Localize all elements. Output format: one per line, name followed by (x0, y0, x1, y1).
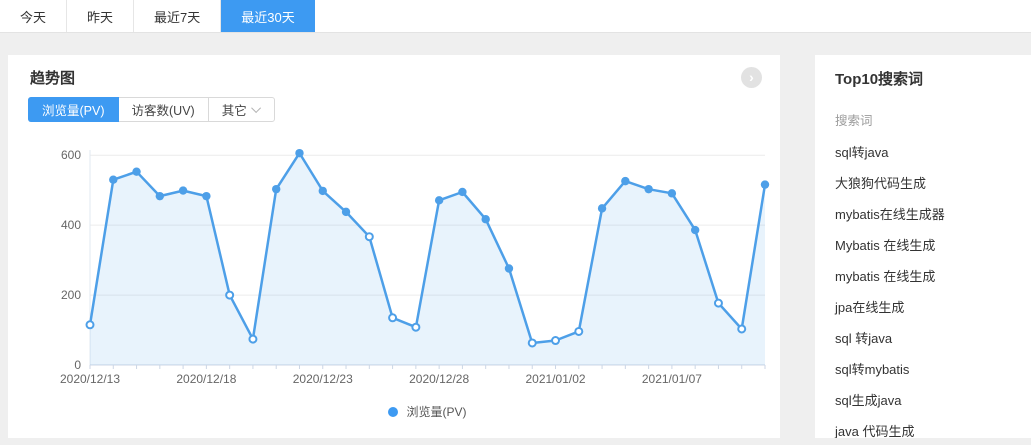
search-term-list: sql转java 大狼狗代码生成 mybatis在线生成器 Mybatis 在线生成 m… (835, 137, 1031, 438)
top10-search-panel: Top10搜索词 搜索词 sql转java 大狼狗代码生成 mybatis在线生成器… (815, 55, 1031, 438)
search-term-item: java 代码生成 (835, 424, 915, 438)
top-tab-2[interactable]: 昨天 (67, 0, 135, 32)
expand-arrow-button[interactable]: › (741, 67, 762, 88)
search-term-item: sql 转java (835, 331, 893, 346)
svg-text:2020/12/23: 2020/12/23 (293, 372, 353, 386)
top-tab-1[interactable]: 今天 (0, 0, 68, 32)
search-column-header: 搜索词 (835, 114, 873, 128)
svg-text:600: 600 (61, 148, 81, 162)
svg-text:2020/12/18: 2020/12/18 (176, 372, 236, 386)
trend-line-chart: 0 200 400 600 2020/12/13 2020/12/18 2020/12/23… (60, 148, 770, 386)
trend-card-title: 趋势图 (30, 70, 76, 87)
search-term-item: sql生成java (835, 393, 902, 408)
trend-chart-card: 趋势图 › 浏览量(PV) 访客数(UV) 其它 0 200 400 600 2020/12… (8, 55, 780, 438)
metric-tab-1[interactable]: 浏览量(PV) (28, 97, 119, 122)
svg-text:2020/12/13: 2020/12/13 (60, 372, 120, 386)
chart-legend[interactable]: 浏览量(PV) (90, 403, 765, 420)
search-term-item: sql转mybatis (835, 362, 910, 377)
chevron-down-icon (250, 103, 261, 114)
search-term-item: Mybatis 在线生成 (835, 238, 936, 253)
svg-text:2020/12/28: 2020/12/28 (409, 372, 469, 386)
chevron-right-icon: › (749, 69, 754, 85)
svg-text:200: 200 (61, 288, 81, 302)
metric-tab-label: 浏览量(PV) (42, 104, 105, 118)
metric-tab-2[interactable]: 访客数(UV) (119, 98, 209, 121)
legend-dot-icon (388, 406, 399, 417)
svg-text:400: 400 (61, 218, 81, 232)
search-term-item: mybatis 在线生成 (835, 269, 936, 284)
search-term-item: 大狼狗代码生成 (835, 176, 927, 191)
search-term-item: jpa在线生成 (835, 300, 905, 315)
date-range-tab-bar: 今天 昨天 最近7天 最近30天 (0, 0, 1031, 33)
svg-text:2021/01/07: 2021/01/07 (642, 372, 702, 386)
top-tab-4[interactable]: 最近30天 (221, 0, 315, 32)
search-panel-title: Top10搜索词 (835, 71, 924, 88)
metric-tab-label: 其它 (221, 104, 247, 118)
metric-tab-group: 浏览量(PV) 访客数(UV) 其它 (28, 97, 275, 122)
svg-text:2021/01/02: 2021/01/02 (525, 372, 585, 386)
metric-tab-label: 访客数(UV) (131, 104, 195, 118)
search-term-item: sql转java (835, 145, 889, 160)
svg-text:0: 0 (74, 358, 81, 372)
legend-label: 浏览量(PV) (406, 405, 467, 419)
search-term-item: mybatis在线生成器 (835, 207, 945, 222)
top-tab-3[interactable]: 最近7天 (134, 0, 222, 32)
metric-tab-3[interactable]: 其它 (209, 98, 274, 121)
